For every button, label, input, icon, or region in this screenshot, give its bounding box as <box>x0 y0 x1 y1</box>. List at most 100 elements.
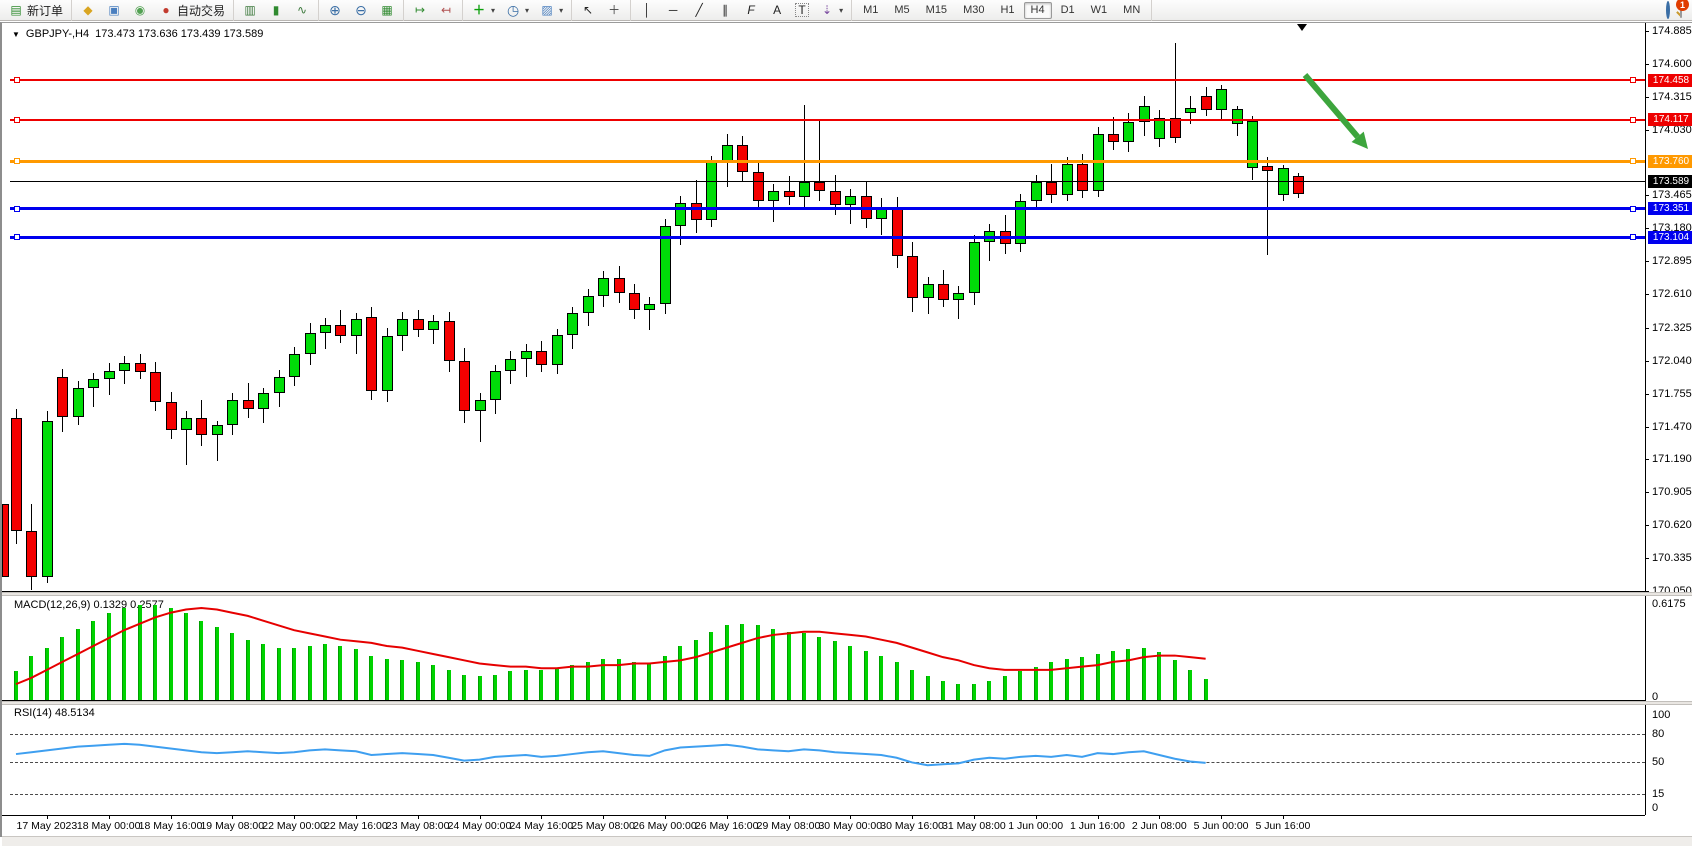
market-watch-button[interactable]: ▣ <box>101 1 127 19</box>
autotrading-button[interactable]: ● 自动交易 <box>153 1 230 19</box>
price-tick <box>1645 31 1649 32</box>
timeframe-w1-button[interactable]: W1 <box>1090 4 1108 16</box>
notifications-button[interactable]: 1 <box>1676 0 1689 18</box>
chart-shift-button[interactable]: ↤ <box>433 1 459 19</box>
macd-histogram-bar <box>879 655 884 700</box>
indicators-button[interactable]: ＋ ▾ <box>466 1 500 19</box>
metaeditor-button[interactable]: ◆ <box>75 1 101 19</box>
time-axis-label: 2 Jun 08:00 <box>1131 820 1187 832</box>
candle <box>690 202 702 221</box>
time-axis-label: 23 May 08:00 <box>385 820 450 832</box>
level-line-173.351[interactable] <box>10 207 1645 211</box>
line-chart-button[interactable]: ∿ <box>289 1 315 19</box>
macd-histogram-bar <box>415 661 420 700</box>
candle <box>103 370 115 380</box>
horizontal-line-icon: ─ <box>668 3 678 17</box>
level-line-173.104[interactable] <box>10 235 1645 239</box>
signals-button[interactable]: ◉ <box>127 1 153 19</box>
chart-shift-marker[interactable] <box>1297 24 1307 31</box>
arrows-button[interactable]: ⇣ ▾ <box>814 1 848 19</box>
timeframe-m5-button[interactable]: M5 <box>894 4 910 16</box>
level-handle[interactable] <box>1630 205 1636 212</box>
level-handle[interactable] <box>14 116 20 123</box>
candle <box>1231 109 1243 125</box>
level-handle[interactable] <box>1630 77 1636 84</box>
level-handle[interactable] <box>1630 116 1636 123</box>
rsi-axis-0: 0 <box>1652 802 1659 814</box>
candlestick-chart-button[interactable]: ▮ <box>263 1 289 19</box>
level-line-174.458[interactable] <box>10 79 1645 82</box>
trend-arrow-annotation[interactable] <box>1295 67 1405 177</box>
macd-histogram-bar <box>338 646 343 700</box>
timeframe-m15-button[interactable]: M15 <box>925 4 948 16</box>
new-order-button[interactable]: ▤ 新订单 <box>3 1 68 19</box>
time-tick <box>479 815 481 819</box>
bar-chart-button[interactable]: ▥ <box>237 1 263 19</box>
level-handle[interactable] <box>14 77 20 84</box>
zoom-out-button[interactable]: ⊖ <box>348 1 374 19</box>
macd-histogram-bar <box>106 612 111 700</box>
macd-histogram-bar <box>709 631 714 700</box>
candle <box>1046 182 1058 195</box>
zoom-out-icon: ⊖ <box>355 2 367 18</box>
price-axis-label: 174.600 <box>1652 58 1692 70</box>
zoom-in-button[interactable]: ⊕ <box>322 1 348 19</box>
timeframe-mn-button[interactable]: MN <box>1123 4 1141 16</box>
fibonacci-button[interactable]: F <box>738 1 764 19</box>
tile-windows-icon: ▦ <box>381 3 393 17</box>
macd-histogram-bar <box>1033 666 1038 700</box>
macd-histogram-bar <box>199 620 204 700</box>
periods-button[interactable]: ◷ ▾ <box>500 1 534 19</box>
symbol-title: GBPJPY-,H4 <box>25 28 90 40</box>
rsi-splitter[interactable] <box>2 701 1692 705</box>
auto-scroll-button[interactable]: ↦ <box>407 1 433 19</box>
time-axis-label: 18 May 16:00 <box>138 820 203 832</box>
candle <box>57 376 69 418</box>
search-button[interactable] <box>1666 1 1670 19</box>
macd-histogram-bar <box>987 680 992 700</box>
level-handle[interactable] <box>14 158 20 165</box>
horizontal-line-button[interactable]: ─ <box>660 1 686 19</box>
text-label-button[interactable]: T <box>790 1 814 19</box>
level-line-173.589[interactable] <box>10 180 1645 182</box>
one-click-trading-toggle[interactable]: ▼ <box>12 29 20 39</box>
price-tick <box>1645 327 1649 329</box>
tile-windows-button[interactable]: ▦ <box>374 1 400 19</box>
candle <box>659 226 671 304</box>
price-axis-label: 174.315 <box>1652 91 1692 104</box>
level-handle[interactable] <box>14 234 20 241</box>
trendline-button[interactable]: ╱ <box>686 1 712 19</box>
candle <box>505 359 517 371</box>
zoom-in-icon: ⊕ <box>329 2 341 18</box>
cursor-button[interactable]: ↖ <box>575 1 601 19</box>
level-line-173.760[interactable] <box>10 159 1645 163</box>
timeframe-h1-button[interactable]: H1 <box>1000 4 1015 16</box>
chart-window[interactable]: ▼ GBPJPY-,H4 173.473 173.636 173.439 173… <box>0 22 1692 846</box>
templates-icon: ▨ <box>541 3 553 17</box>
timeframe-m1-button[interactable]: M1 <box>863 4 879 16</box>
text-button[interactable]: A <box>764 1 790 19</box>
macd-histogram-bar <box>848 646 853 700</box>
time-tick <box>664 815 666 819</box>
timeframe-m30-button[interactable]: M30 <box>963 4 985 16</box>
macd-splitter[interactable] <box>2 592 1692 596</box>
timeframe-h4-button[interactable]: H4 <box>1023 1 1052 19</box>
macd-histogram-bar <box>230 633 235 700</box>
level-handle[interactable] <box>1630 234 1636 241</box>
time-axis-label: 26 May 16:00 <box>694 820 759 832</box>
vertical-line-button[interactable]: │ <box>634 1 660 19</box>
candle <box>1123 121 1135 142</box>
price-badge-173.589: 173.589 <box>1648 174 1692 188</box>
channel-icon: ∥ <box>722 3 729 17</box>
timeframe-d1-button[interactable]: D1 <box>1060 4 1075 16</box>
channel-button[interactable]: ∥ <box>712 1 738 19</box>
crosshair-button[interactable]: ＋ <box>601 1 627 19</box>
level-handle[interactable] <box>14 205 20 212</box>
candle-wick <box>773 184 775 222</box>
level-line-174.117[interactable] <box>10 118 1645 121</box>
level-handle[interactable] <box>1630 158 1636 165</box>
macd-histogram-bar <box>632 661 636 700</box>
templates-button[interactable]: ▨ ▾ <box>534 1 568 19</box>
macd-histogram-bar <box>755 625 760 700</box>
candle <box>350 318 362 337</box>
